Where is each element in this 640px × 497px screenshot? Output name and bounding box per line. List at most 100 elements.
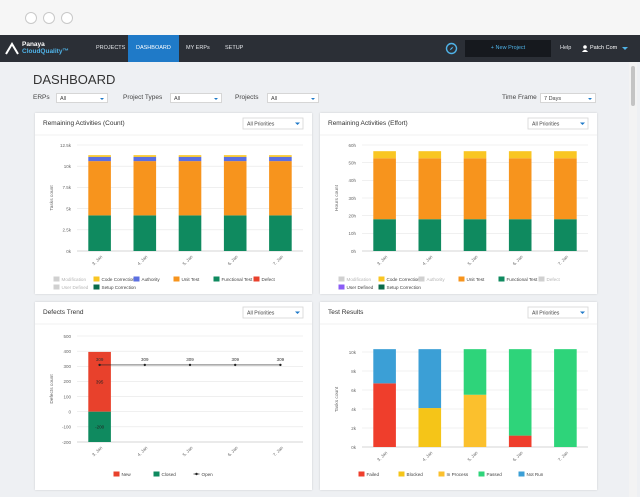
legend-symbol[interactable] (153, 471, 160, 477)
legend-label[interactable]: Functional Test (222, 277, 254, 282)
bar-segment (269, 161, 292, 216)
legend-label[interactable]: Open (202, 472, 214, 477)
legend-symbol[interactable] (173, 276, 180, 282)
x-tick-label: 3. Jan (91, 254, 104, 267)
window-button[interactable] (43, 12, 55, 24)
data-label: 309 (231, 357, 239, 362)
nav-item[interactable]: SETUP (225, 45, 244, 51)
legend-label[interactable]: Unit Test (467, 277, 486, 282)
chart-title: Test Results (328, 309, 364, 316)
scrollbar[interactable] (629, 62, 637, 497)
nav-item[interactable]: DASHBOARD (128, 35, 179, 62)
user-caret[interactable] (622, 47, 628, 51)
legend-label[interactable]: User Defined (62, 285, 89, 290)
legend-label[interactable]: Defect (547, 277, 561, 282)
filter-select[interactable]: 7 Days (540, 93, 596, 103)
legend-symbol[interactable] (133, 276, 140, 282)
legend-label[interactable]: Setup Correction (102, 285, 137, 290)
legend-label[interactable]: Setup Correction (387, 285, 422, 290)
legend-label[interactable]: New (122, 472, 132, 477)
legend-symbol[interactable] (253, 276, 260, 282)
data-label: 309 (277, 357, 285, 362)
legend-label[interactable]: User Defined (347, 285, 374, 290)
legend-label[interactable]: Not Run (527, 472, 544, 477)
priority-dropdown[interactable] (527, 117, 589, 130)
legend-label[interactable]: Code Correction (102, 277, 136, 282)
legend-symbol[interactable] (498, 276, 505, 282)
legend-label[interactable]: Defect (262, 277, 276, 282)
legend-symbol[interactable] (418, 276, 425, 282)
legend-label[interactable]: Code Correction (387, 277, 421, 282)
compass-icon[interactable] (445, 42, 458, 55)
legend-label[interactable]: Blocked (407, 472, 424, 477)
legend-symbol[interactable] (338, 276, 345, 282)
legend-symbol[interactable] (538, 276, 545, 282)
x-tick-label: 6. Jan (227, 254, 240, 267)
bar-segment (463, 349, 487, 395)
legend-label[interactable]: Modification (347, 277, 372, 282)
legend-symbol[interactable] (378, 284, 385, 290)
logo[interactable]: Panaya CloudQuality™ (22, 41, 69, 55)
legend-symbol[interactable] (53, 276, 60, 282)
legend-label[interactable]: Closed (162, 472, 177, 477)
legend-symbol[interactable] (113, 471, 120, 477)
bar-segment (178, 215, 202, 251)
legend-symbol[interactable] (358, 471, 365, 477)
legend-symbol[interactable] (438, 471, 445, 477)
bar-segment (554, 151, 577, 159)
filter-select[interactable]: All (56, 93, 108, 103)
help-link[interactable]: Help (560, 45, 572, 51)
data-label: 309 (186, 357, 194, 362)
filter-select[interactable]: All (267, 93, 319, 103)
scroll-thumb[interactable] (631, 66, 635, 106)
legend-symbol[interactable] (458, 276, 465, 282)
user-menu[interactable]: Patch Com (590, 45, 618, 51)
chart-title: Remaining Activities (Count) (43, 120, 125, 127)
y-tick-label: 10h (348, 231, 356, 236)
bar-segment (133, 161, 157, 216)
filter-label: Projects (235, 94, 259, 101)
legend-label[interactable]: In Process (447, 472, 469, 477)
window-button[interactable] (25, 12, 37, 24)
y-tick-label: 10k (349, 350, 357, 355)
legend-symbol[interactable] (518, 471, 525, 477)
legend-symbol[interactable] (338, 284, 345, 290)
priority-dropdown-label: All Priorities (532, 122, 560, 128)
data-label: 309 (96, 357, 104, 362)
y-tick-label: -100 (62, 425, 72, 430)
bar-segment (373, 349, 396, 384)
legend-label[interactable]: Authority (142, 277, 161, 282)
legend-label[interactable]: Functional Test (507, 277, 539, 282)
window-button[interactable] (61, 12, 73, 24)
filter-label: Project Types (123, 94, 163, 101)
legend-label[interactable]: Modification (62, 277, 87, 282)
x-tick-label: 6. Jan (512, 254, 525, 267)
legend-symbol[interactable] (93, 284, 100, 290)
legend-symbol[interactable] (478, 471, 485, 477)
new-project-button[interactable]: + New Project (465, 40, 551, 57)
legend-label[interactable]: Failed (367, 472, 380, 477)
y-tick-label: 40h (348, 178, 356, 183)
legend-label[interactable]: Authority (427, 277, 446, 282)
priority-dropdown[interactable] (242, 117, 304, 130)
y-tick-label: 50h (348, 160, 356, 165)
legend-symbol[interactable] (213, 276, 220, 282)
nav-item[interactable]: MY ERPs (186, 45, 210, 51)
priority-dropdown[interactable] (527, 306, 589, 319)
bar-segment (133, 155, 157, 157)
bar-segment (418, 151, 442, 159)
legend-symbol[interactable] (378, 276, 385, 282)
bar-segment (463, 151, 487, 159)
legend-symbol[interactable] (93, 276, 100, 282)
legend-label[interactable]: Passed (487, 472, 503, 477)
legend-symbol[interactable] (53, 284, 60, 290)
x-tick-label: 7. Jan (272, 445, 285, 458)
bar-segment (554, 219, 577, 251)
bar-segment (373, 151, 396, 159)
priority-dropdown[interactable] (242, 306, 304, 319)
filter-select[interactable]: All (170, 93, 222, 103)
legend-symbol[interactable] (398, 471, 405, 477)
nav-item[interactable]: PROJECTS (96, 45, 126, 51)
legend-label[interactable]: Unit Test (182, 277, 201, 282)
logo-icon (5, 42, 19, 55)
